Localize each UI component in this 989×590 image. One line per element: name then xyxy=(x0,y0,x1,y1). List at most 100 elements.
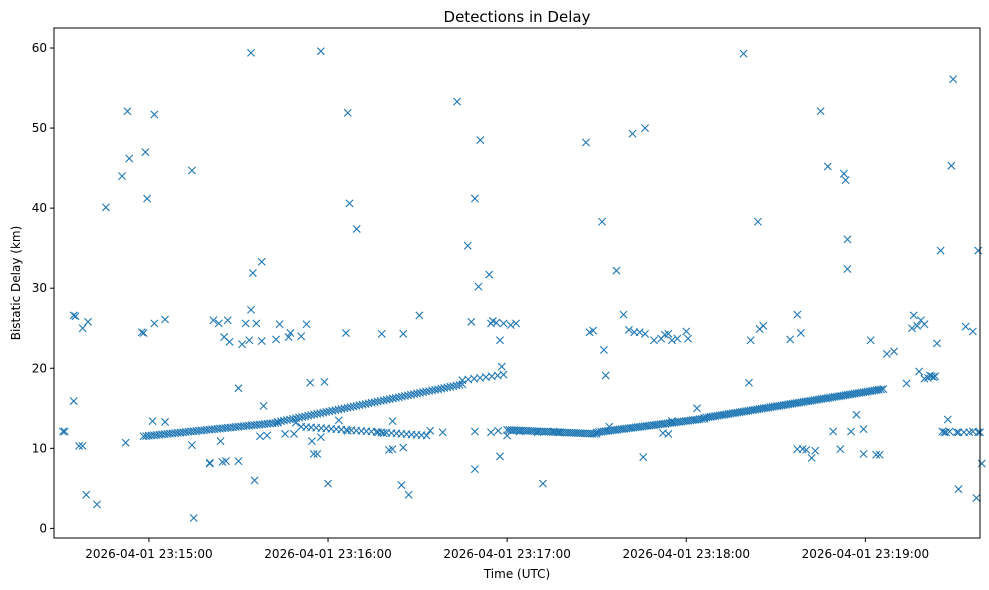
data-point xyxy=(216,437,225,446)
track-point xyxy=(397,392,406,401)
data-point xyxy=(247,48,256,57)
track-point xyxy=(301,412,310,421)
x-tick-label: 2026-04-01 23:16:00 xyxy=(264,547,391,561)
data-point xyxy=(796,329,805,338)
data-point xyxy=(143,194,152,203)
data-point xyxy=(786,335,795,344)
y-axis-label: Bistatic Delay (km) xyxy=(9,226,23,341)
track-point xyxy=(349,402,358,411)
data-point xyxy=(470,427,479,436)
data-point xyxy=(945,427,954,436)
data-point xyxy=(866,336,875,345)
data-point xyxy=(503,431,512,440)
data-point xyxy=(263,431,272,440)
y-tick-label: 0 xyxy=(39,521,47,535)
track-point xyxy=(289,414,297,423)
track-point xyxy=(276,417,285,426)
data-point xyxy=(673,334,682,343)
data-point xyxy=(78,441,87,450)
data-point xyxy=(598,217,607,226)
data-point xyxy=(744,378,753,387)
data-point xyxy=(248,269,257,277)
data-point xyxy=(426,426,435,435)
data-point xyxy=(974,246,983,255)
data-point xyxy=(404,490,413,499)
data-point xyxy=(641,124,650,133)
data-point xyxy=(492,318,501,327)
data-point xyxy=(150,319,159,328)
data-point xyxy=(345,199,354,208)
track-point xyxy=(428,386,437,395)
data-point xyxy=(506,321,515,330)
track-point xyxy=(400,392,409,400)
track-point xyxy=(373,397,382,406)
data-point xyxy=(495,336,504,345)
data-point xyxy=(907,324,916,333)
data-point xyxy=(306,378,315,387)
data-point xyxy=(78,324,87,333)
data-point xyxy=(635,328,644,337)
data-point xyxy=(272,335,281,344)
data-point xyxy=(959,428,968,437)
data-point xyxy=(936,246,945,255)
data-point xyxy=(101,203,110,212)
track-point xyxy=(413,389,421,398)
track-point xyxy=(446,382,455,391)
data-point xyxy=(927,372,936,381)
track-point xyxy=(455,380,464,389)
data-point xyxy=(470,465,479,474)
data-point xyxy=(252,319,261,328)
data-point xyxy=(931,372,940,381)
data-point xyxy=(290,429,298,438)
y-tick-label: 50 xyxy=(32,121,47,135)
data-point xyxy=(234,457,243,466)
data-point xyxy=(302,320,311,329)
track-point xyxy=(364,399,373,408)
data-point xyxy=(968,327,977,336)
data-point xyxy=(624,325,633,334)
data-point xyxy=(161,417,170,426)
data-point xyxy=(187,166,196,175)
track-point xyxy=(697,415,706,423)
data-point xyxy=(872,450,881,459)
data-point xyxy=(388,417,397,426)
data-point xyxy=(250,476,259,485)
track-point xyxy=(406,390,415,399)
data-point xyxy=(316,47,325,56)
data-point xyxy=(137,328,146,337)
data-point xyxy=(949,75,958,84)
track-point xyxy=(879,385,888,394)
data-point xyxy=(245,336,254,345)
data-point xyxy=(438,428,447,437)
data-point xyxy=(320,377,329,386)
track-point xyxy=(431,385,440,394)
data-point xyxy=(852,410,861,419)
data-point xyxy=(309,449,318,458)
track-point xyxy=(422,431,431,440)
data-point xyxy=(875,450,884,459)
track-point xyxy=(379,396,388,405)
data-point xyxy=(453,97,461,106)
data-point xyxy=(859,449,868,458)
data-point xyxy=(807,453,816,462)
data-point xyxy=(890,347,899,356)
track-point xyxy=(328,406,337,415)
track-point xyxy=(370,398,379,407)
data-point xyxy=(352,224,361,233)
data-point xyxy=(920,374,929,383)
x-axis-label: Time (UTC) xyxy=(483,567,550,581)
data-point xyxy=(281,429,290,438)
data-point xyxy=(307,437,316,446)
track-point xyxy=(458,380,467,389)
data-point xyxy=(641,329,650,338)
track-point xyxy=(304,411,313,420)
data-point xyxy=(628,129,637,138)
data-point xyxy=(69,311,78,320)
track-point xyxy=(316,409,325,418)
data-point xyxy=(829,427,838,436)
data-point xyxy=(746,336,755,345)
data-point xyxy=(882,349,891,358)
track-point xyxy=(437,384,446,393)
data-point xyxy=(214,319,223,328)
data-point xyxy=(916,316,925,325)
